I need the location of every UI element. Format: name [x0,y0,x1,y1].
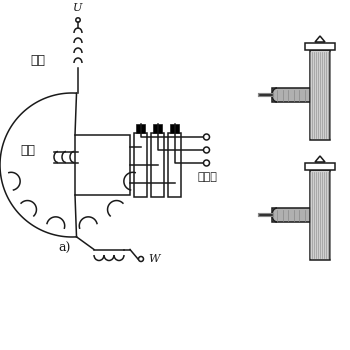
Bar [134,133,147,197]
Bar [136,124,145,133]
Polygon shape [315,156,325,162]
Bar [151,133,164,197]
Text: 集电环: 集电环 [197,172,217,182]
Bar [153,124,162,133]
Polygon shape [315,36,325,42]
Text: 定子: 定子 [30,54,46,66]
Text: W: W [148,254,159,264]
Text: 转子: 转子 [21,144,35,156]
Bar [170,124,179,133]
Bar [305,163,335,170]
Bar [310,50,330,140]
Bar [305,43,335,50]
Text: U: U [73,3,83,13]
Bar [272,208,310,222]
Bar [75,135,130,195]
Bar [168,133,181,197]
Text: a): a) [59,241,71,254]
Bar [272,88,310,102]
Bar [310,170,330,260]
